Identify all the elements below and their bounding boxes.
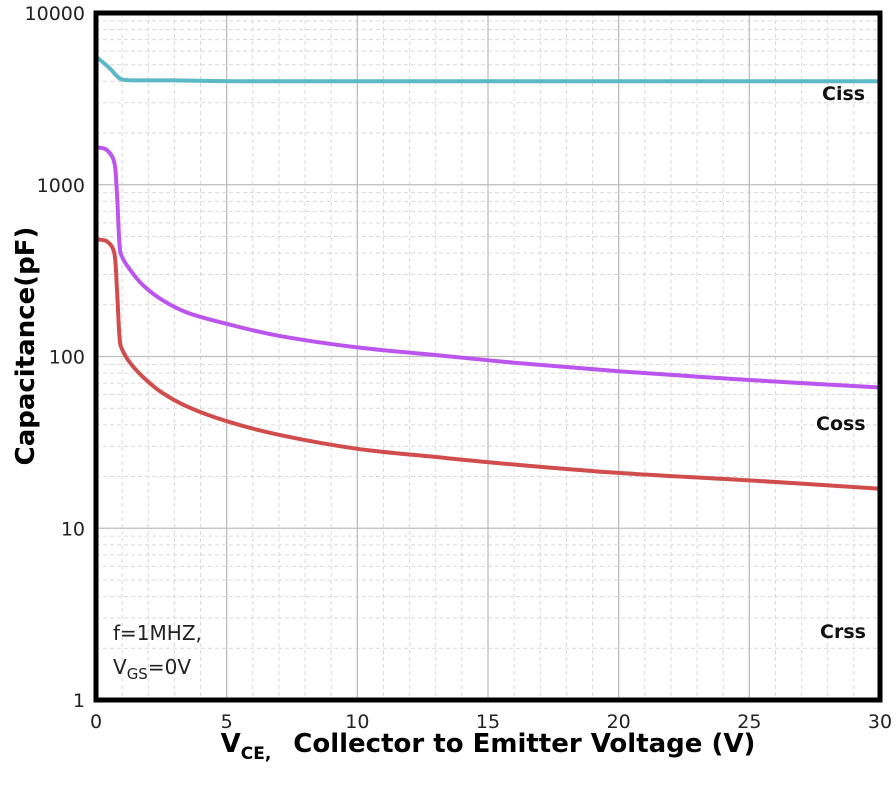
x-axis-title: VCE, Collector to Emitter Voltage (V) <box>221 729 756 764</box>
annotation-vgs-v: V <box>113 655 127 679</box>
series-lines <box>95 55 882 491</box>
x-tick-label: 25 <box>737 711 761 733</box>
grid <box>95 12 881 701</box>
x-axis-title-v: V <box>221 729 241 759</box>
annotation-vgs-sub: GS <box>127 665 148 683</box>
plot-frame <box>93 10 883 703</box>
y-tick-label: 1 <box>73 690 85 712</box>
x-tick-label: 30 <box>868 711 892 733</box>
annotation-vgs-value: =0V <box>148 655 191 679</box>
x-axis-title-rest: Collector to Emitter Voltage (V) <box>293 729 755 759</box>
y-axis-title: Capacitance(pF) <box>11 227 41 466</box>
series-label-ciss: Ciss <box>822 83 865 105</box>
tick-labels: 0 5 10 15 20 25 30 1 10 100 1000 10000 <box>25 3 893 733</box>
series-label-crss: Crss <box>820 621 866 643</box>
x-tick-label: 0 <box>90 711 102 733</box>
y-tick-label: 100 <box>49 347 85 369</box>
series-line-crss <box>95 237 882 491</box>
x-tick-label: 5 <box>221 711 233 733</box>
annotation-line2: VGS=0V <box>113 655 191 683</box>
x-tick-label: 15 <box>476 711 500 733</box>
y-tick-label: 10000 <box>25 3 85 25</box>
x-axis-title-sub: CE, <box>241 744 272 764</box>
series-label-coss: Coss <box>816 413 866 435</box>
series-line-ciss <box>95 55 882 84</box>
y-tick-label: 1000 <box>37 175 85 197</box>
x-tick-label: 10 <box>345 711 369 733</box>
x-tick-label: 20 <box>607 711 631 733</box>
series-line-coss <box>95 145 882 390</box>
y-tick-label: 10 <box>61 518 85 540</box>
annotation-line1: f=1MHZ, <box>113 621 202 645</box>
